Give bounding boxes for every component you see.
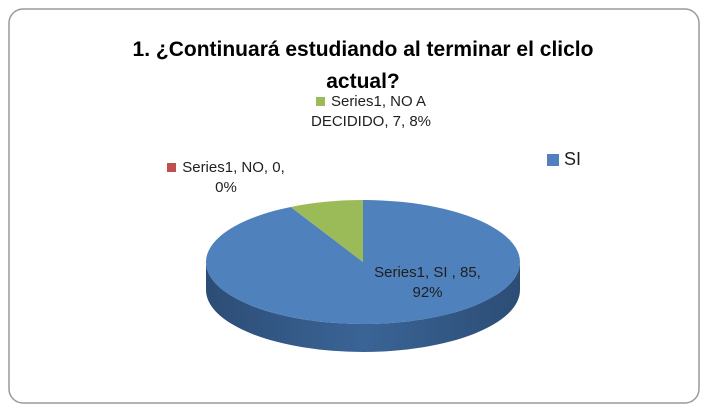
data-label: Series1, NO A DECIDIDO, 7, 8% <box>296 92 446 132</box>
data-label-text: Series1, NO, 0, 0% <box>182 159 285 196</box>
label-swatch <box>167 163 177 172</box>
pie-slice <box>206 200 521 324</box>
data-label-text: Series1, NO A DECIDIDO, 7, 8% <box>310 93 432 130</box>
data-label-text: Series1, SI , 85, 92% <box>374 264 481 301</box>
legend-swatch <box>547 153 559 166</box>
data-label: Series1, SI , 85, 92% <box>360 263 495 303</box>
data-label: Series1, NO, 0, 0% <box>156 158 296 198</box>
legend: SI <box>547 149 581 170</box>
pie-slice <box>290 200 363 262</box>
label-swatch <box>315 97 325 106</box>
legend-label: SI <box>564 149 582 169</box>
pie-side <box>206 262 520 352</box>
chart-title: 1. ¿Continuará estudiando al terminar el… <box>132 38 594 93</box>
